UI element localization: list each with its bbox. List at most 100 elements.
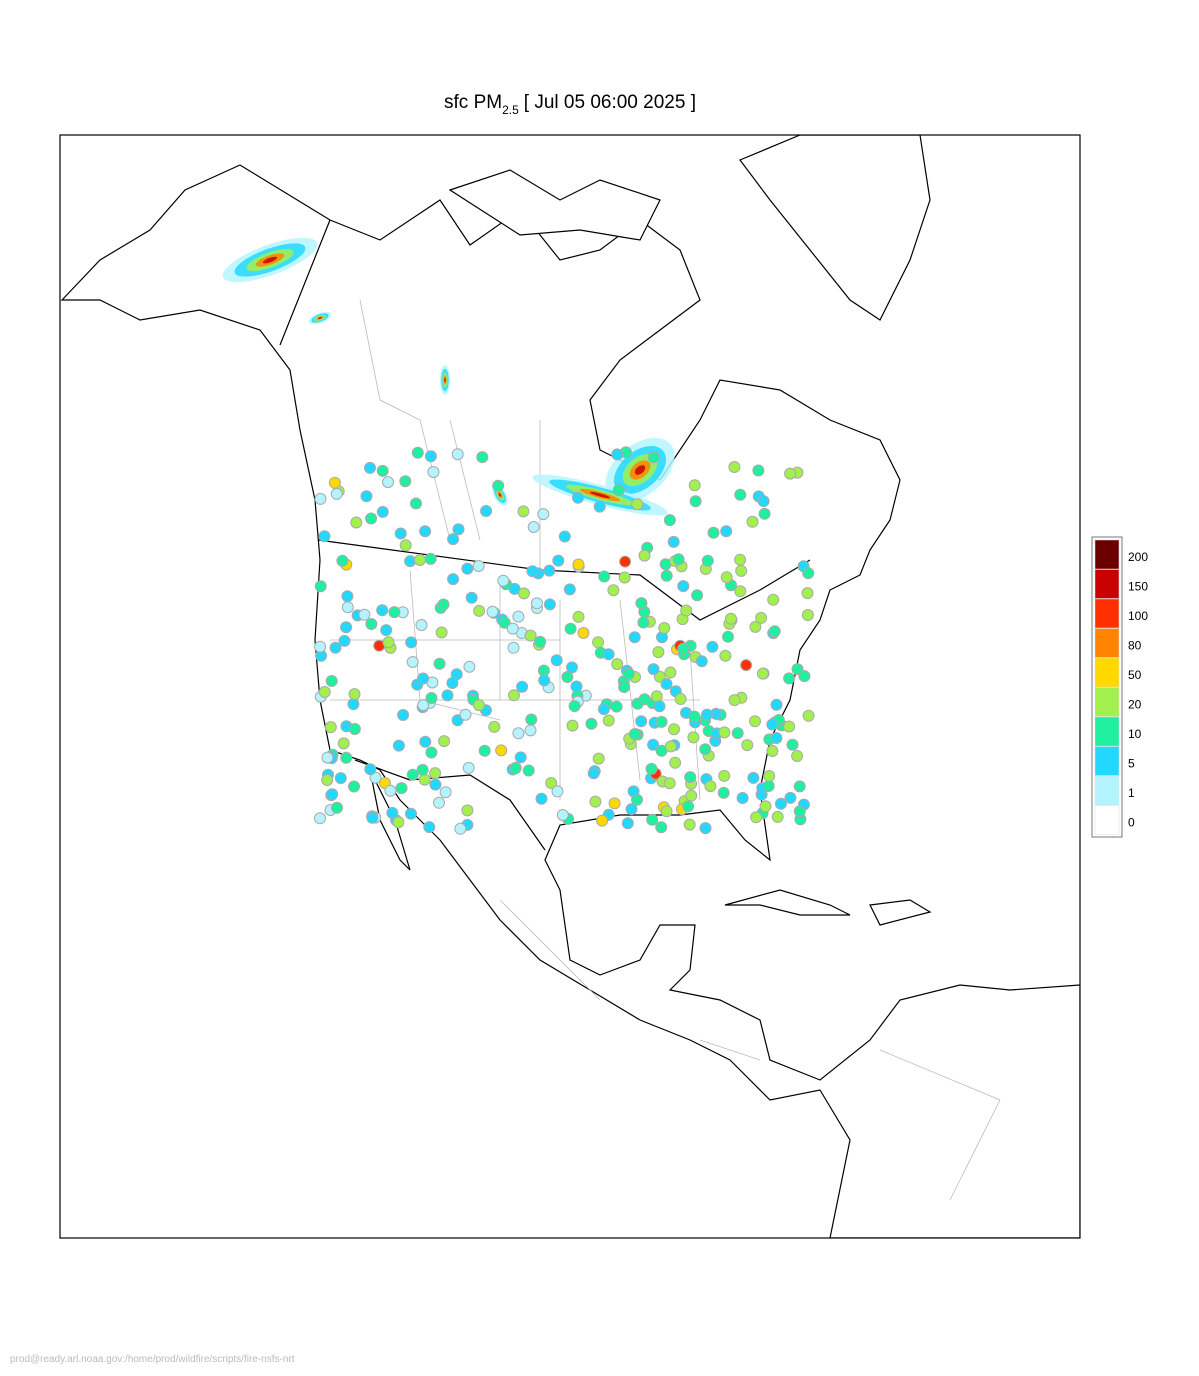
station [382, 636, 395, 649]
station [507, 641, 520, 654]
smoke-plume [262, 256, 278, 264]
station [645, 762, 658, 775]
station [699, 822, 712, 835]
station [592, 636, 605, 649]
station [451, 448, 464, 461]
station [350, 516, 363, 529]
station [388, 606, 401, 619]
station [701, 708, 713, 721]
station [526, 565, 539, 578]
station [682, 800, 695, 813]
station [572, 558, 585, 571]
station [750, 811, 763, 824]
station [728, 461, 741, 473]
station [366, 811, 379, 824]
station [463, 660, 476, 673]
station [691, 589, 704, 602]
station [647, 451, 660, 464]
station [747, 771, 760, 784]
station [749, 620, 762, 633]
station [655, 715, 668, 728]
station [406, 656, 419, 668]
legend-label: 0 [1128, 816, 1135, 830]
station [736, 792, 749, 804]
station [585, 717, 598, 730]
station [770, 698, 783, 711]
station [509, 762, 522, 775]
station [770, 732, 783, 744]
station [699, 743, 712, 756]
station [336, 554, 349, 567]
station [419, 525, 432, 538]
station [435, 626, 448, 639]
station [411, 446, 424, 459]
station [762, 780, 775, 792]
station [802, 709, 815, 722]
station [637, 616, 650, 629]
station [646, 813, 659, 826]
map-frame [59, 134, 1081, 1239]
station [685, 789, 698, 802]
hispaniola [869, 899, 932, 926]
station [537, 508, 550, 521]
station [707, 526, 720, 539]
station [791, 663, 804, 676]
station [608, 797, 621, 810]
station [437, 598, 450, 611]
station [488, 720, 501, 733]
station [399, 539, 412, 552]
station [498, 616, 511, 629]
station [767, 593, 780, 606]
station [660, 805, 673, 818]
station [506, 622, 519, 635]
station [611, 448, 624, 461]
station [512, 727, 525, 740]
station [517, 505, 530, 518]
station [551, 785, 564, 798]
station [564, 622, 577, 635]
station [318, 530, 331, 543]
station [618, 681, 631, 693]
station [314, 580, 327, 593]
station [563, 583, 576, 596]
legend-swatch [1094, 746, 1120, 776]
station [538, 674, 551, 687]
station [664, 666, 677, 679]
station [653, 700, 666, 713]
station [688, 710, 701, 723]
station [596, 814, 609, 827]
station [766, 718, 779, 731]
legend-swatch [1094, 716, 1120, 747]
station [610, 700, 623, 713]
station [791, 750, 804, 762]
station [664, 740, 677, 753]
map-title: sfc PM2.5 [ Jul 05 06:00 2025 ] [444, 92, 696, 117]
station [341, 601, 354, 614]
legend-swatch [1094, 805, 1120, 835]
station [429, 767, 442, 780]
smoke-plume [444, 377, 446, 383]
station [628, 728, 641, 740]
legend-label: 20 [1128, 698, 1142, 712]
station [619, 555, 632, 568]
station [677, 642, 690, 655]
station [631, 793, 643, 806]
station [734, 488, 747, 501]
station [759, 800, 772, 813]
station [784, 467, 797, 480]
station [718, 726, 731, 739]
station [647, 663, 660, 676]
station [461, 562, 474, 575]
title-rest: [ Jul 05 06:00 2025 ] [524, 92, 696, 113]
station [386, 806, 399, 819]
station [598, 570, 611, 583]
station [329, 641, 342, 654]
station [728, 694, 741, 707]
station [663, 777, 676, 790]
station [338, 634, 351, 647]
station [497, 574, 510, 587]
station [418, 773, 431, 786]
station [433, 657, 446, 670]
station [618, 571, 631, 584]
